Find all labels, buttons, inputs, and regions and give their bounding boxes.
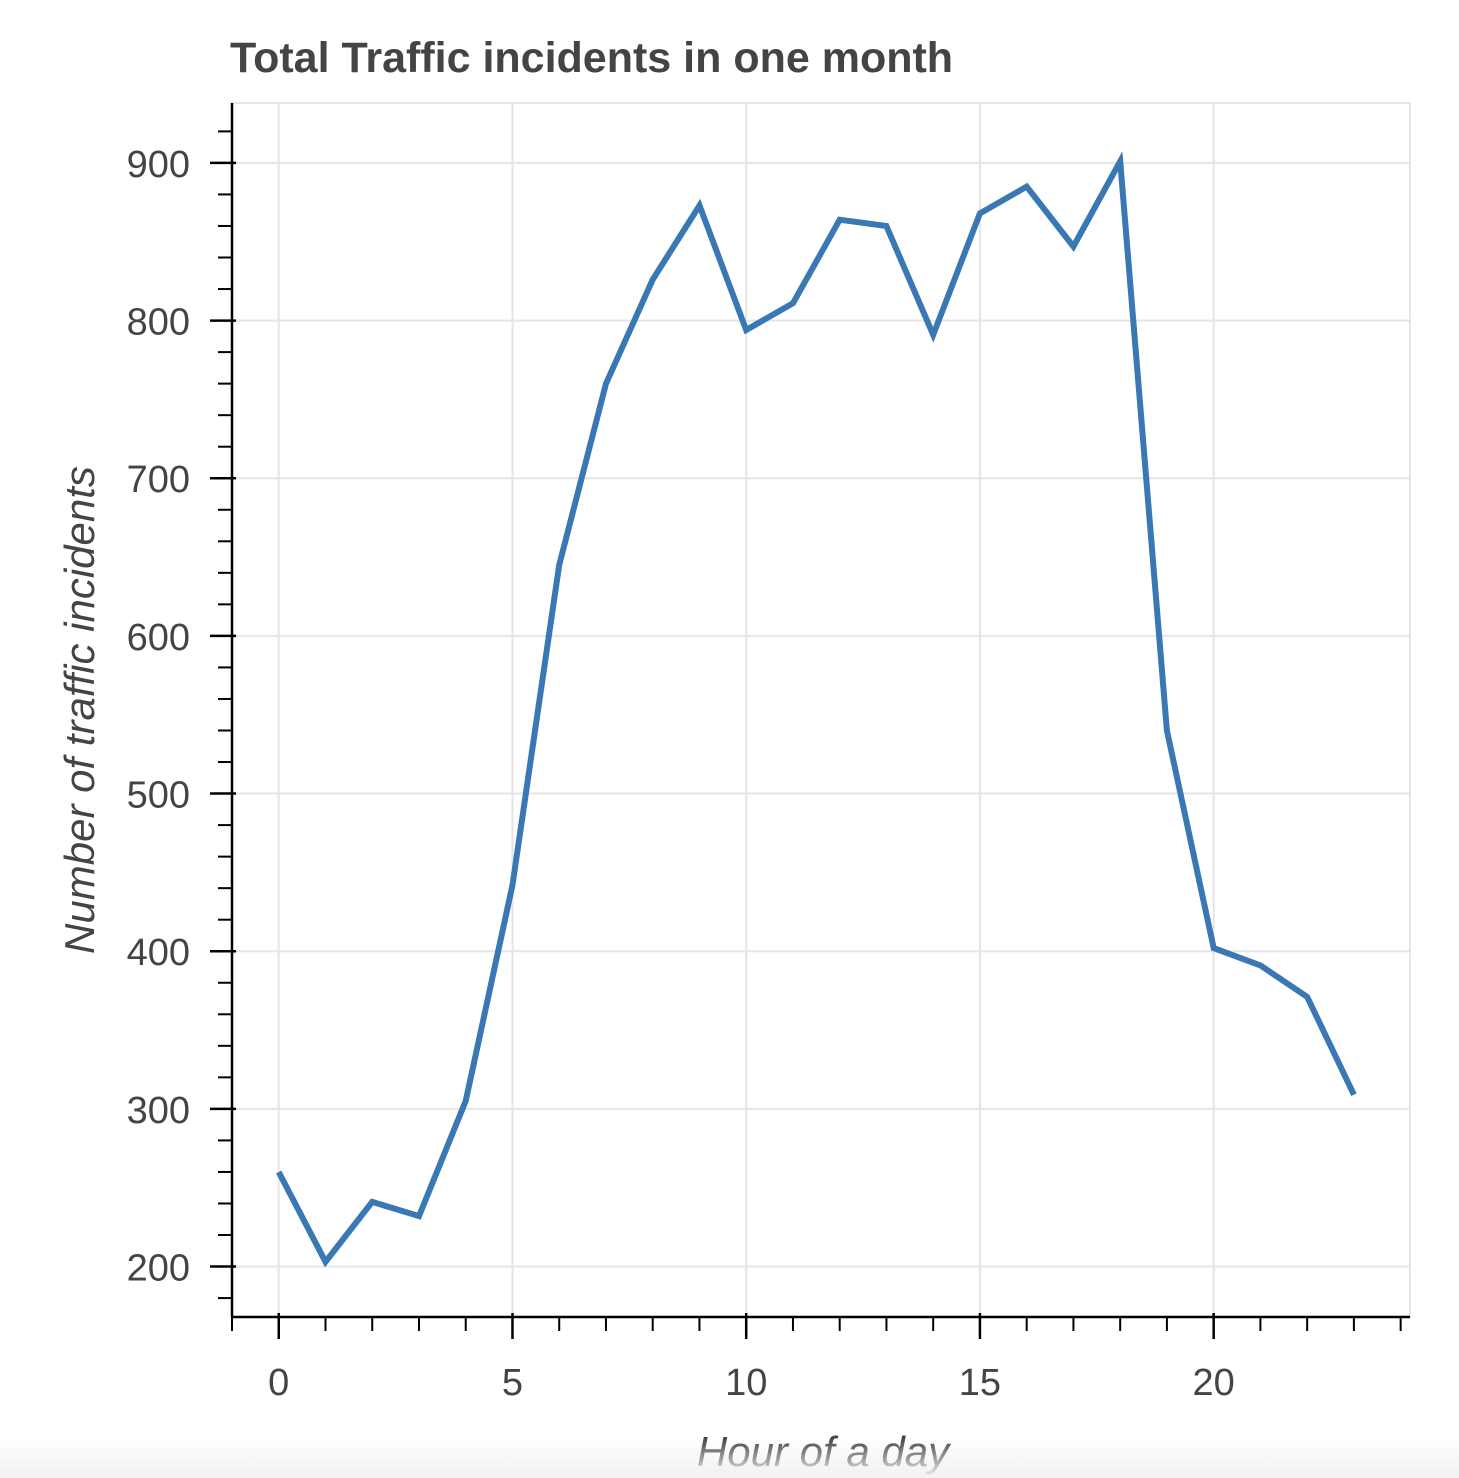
data-point-5 bbox=[510, 882, 516, 888]
y-tick-label-200: 200 bbox=[127, 1248, 190, 1290]
y-tick-label-300: 300 bbox=[127, 1090, 190, 1132]
y-tick-label-400: 400 bbox=[127, 932, 190, 974]
data-point-3 bbox=[416, 1213, 422, 1219]
y-tick-label-700: 700 bbox=[127, 459, 190, 501]
data-point-13 bbox=[883, 223, 889, 229]
grid-layer bbox=[231, 102, 1411, 1318]
data-point-22 bbox=[1304, 994, 1310, 1000]
x-tick-label-15: 15 bbox=[959, 1362, 1001, 1404]
series-layer bbox=[276, 151, 1357, 1268]
x-tick-label-20: 20 bbox=[1193, 1362, 1235, 1404]
chart-title: Total Traffic incidents in one month bbox=[230, 34, 953, 82]
data-point-8 bbox=[650, 277, 656, 283]
data-point-14 bbox=[930, 332, 936, 338]
data-point-18 bbox=[1117, 158, 1123, 164]
data-point-15 bbox=[977, 210, 983, 216]
data-point-23 bbox=[1351, 1092, 1357, 1098]
data-point-19 bbox=[1164, 728, 1170, 734]
data-point-17 bbox=[1070, 244, 1076, 250]
data-point-7 bbox=[603, 381, 609, 387]
y-tick-label-900: 900 bbox=[127, 144, 190, 186]
data-point-0 bbox=[276, 1169, 282, 1175]
data-point-11 bbox=[790, 300, 796, 306]
data-point-16 bbox=[1024, 184, 1030, 190]
y-axis-label: Number of traffic incidents bbox=[56, 466, 103, 954]
x-tick-label-10: 10 bbox=[725, 1362, 767, 1404]
data-point-2 bbox=[369, 1199, 375, 1205]
data-point-4 bbox=[463, 1098, 469, 1104]
data-point-6 bbox=[556, 562, 562, 568]
x-tick-label-5: 5 bbox=[502, 1362, 523, 1404]
y-tick-label-500: 500 bbox=[127, 775, 190, 817]
data-point-10 bbox=[743, 327, 749, 333]
x-axis-label: Hour of a day bbox=[697, 1428, 952, 1475]
data-point-20 bbox=[1211, 945, 1217, 951]
data-point-1 bbox=[323, 1259, 329, 1265]
plot-frame bbox=[231, 102, 1411, 1318]
axis-layer: 200 300 400 500 600 700 800 900 0 5 10 15 20 bbox=[127, 103, 1410, 1404]
data-point-9 bbox=[697, 203, 703, 209]
series-line-0 bbox=[276, 151, 1357, 1268]
data-point-12 bbox=[837, 217, 843, 223]
y-tick-label-600: 600 bbox=[127, 617, 190, 659]
label-layer: Total Traffic incidents in one month Hou… bbox=[56, 34, 953, 1475]
data-point-21 bbox=[1257, 962, 1263, 968]
x-tick-label-0: 0 bbox=[268, 1362, 289, 1404]
y-tick-label-800: 800 bbox=[127, 302, 190, 344]
